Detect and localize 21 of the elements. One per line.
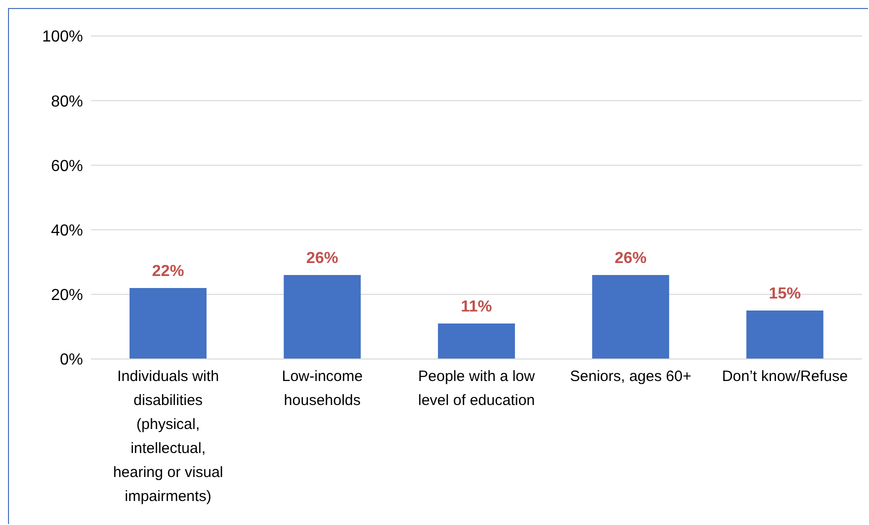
- x-tick-label: Low-income households: [282, 368, 363, 409]
- data-label: 22%: [152, 262, 184, 280]
- bar: [592, 275, 670, 359]
- bar: [284, 275, 361, 359]
- y-tick-label: 0%: [60, 352, 83, 369]
- bar: [746, 310, 824, 359]
- data-label: 26%: [306, 250, 338, 268]
- data-label: 11%: [460, 298, 492, 316]
- y-tick-label: 60%: [50, 158, 83, 175]
- x-tick-label: Seniors, ages 60+: [570, 368, 692, 385]
- bar: [438, 323, 515, 359]
- y-tick-label: 40%: [50, 222, 83, 240]
- y-tick-label: 100%: [42, 28, 83, 46]
- x-tick-label: Individuals with disabilities (physical, intellectual, hearing or visual impairments): [113, 368, 224, 505]
- x-tick-label: People with a low level of education: [418, 368, 536, 409]
- x-tick-label: Don’t know/Refuse: [722, 368, 848, 385]
- y-tick-label: 80%: [50, 93, 83, 110]
- data-label: 15%: [768, 286, 801, 303]
- data-label: 26%: [614, 250, 647, 268]
- bar: [130, 288, 207, 359]
- y-tick-label: 20%: [50, 287, 83, 304]
